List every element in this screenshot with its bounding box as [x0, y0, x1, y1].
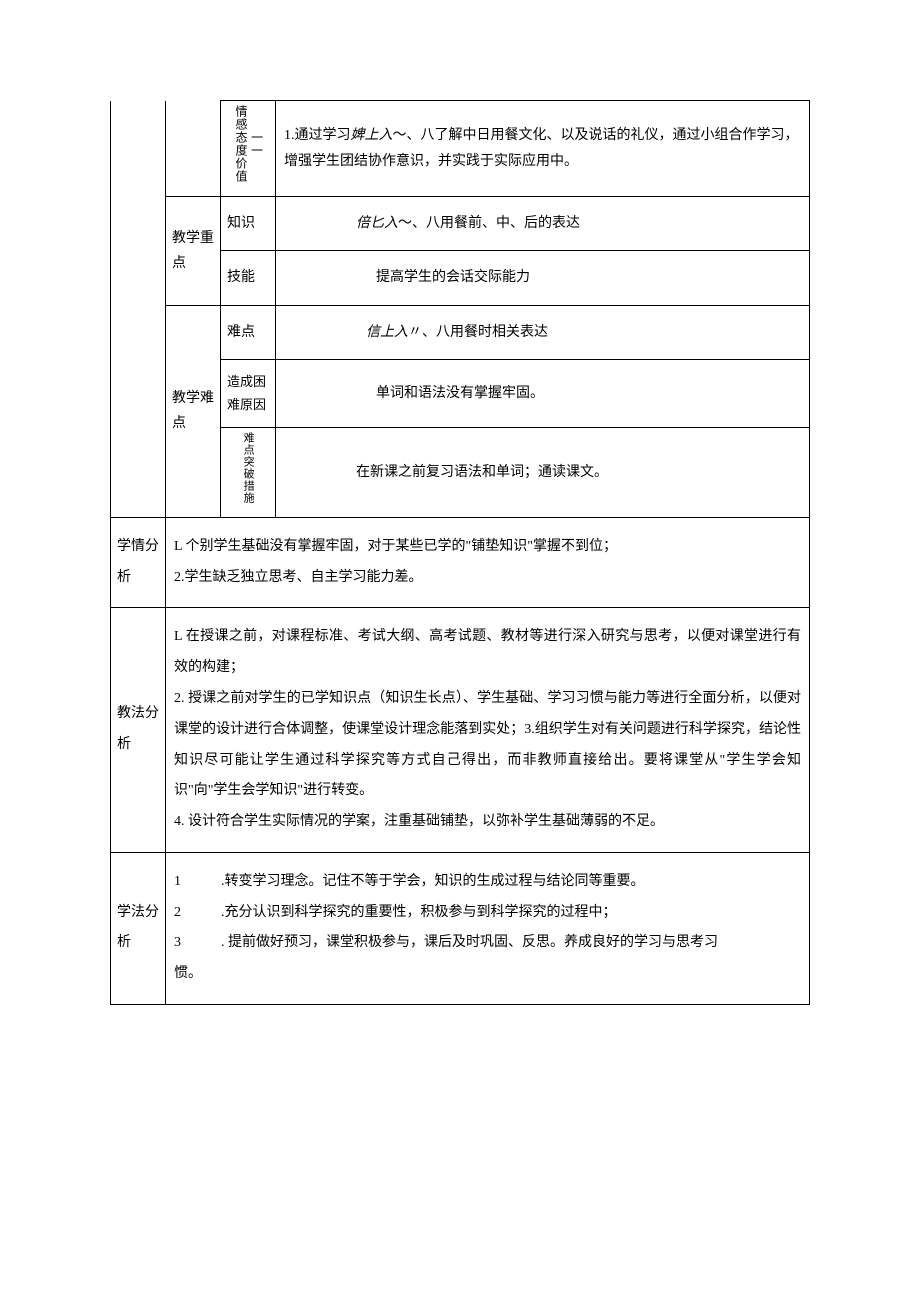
content-cell: 1.转变学习理念。记住不等于学会，知识的生成过程与结论同等重要。 2.充分认识到…: [166, 852, 810, 1004]
content-cell: L 在授课之前，对课程标准、考试大纲、高考试题、教材等进行深入研究与思考，以便对…: [166, 608, 810, 853]
sub-label: 难点: [221, 305, 276, 359]
sub-label: 知识: [221, 197, 276, 251]
content-cell: 信上入〃、八用餐时相关表达: [276, 305, 810, 359]
category-cell: 学法分析: [111, 852, 166, 1004]
sub-label: 造成困难原因: [221, 359, 276, 427]
table-row: 教法分析 L 在授课之前，对课程标准、考试大纲、高考试题、教材等进行深入研究与思…: [111, 608, 810, 853]
content-cell: 在新课之前复习语法和单词；通读课文。: [276, 427, 810, 517]
italic-text: 倍匕入: [356, 216, 398, 231]
italic-text: 信上入: [366, 325, 408, 340]
category-cell: 学情分析: [111, 517, 166, 608]
table-row: 教学难点 难点 信上入〃、八用餐时相关表达: [111, 305, 810, 359]
content-cell: 倍匕入～、八用餐前、中、后的表达: [276, 197, 810, 251]
vertical-label: 难点突破措施: [241, 432, 255, 504]
category-cell: 教法分析: [111, 608, 166, 853]
category-cell: 教学难点: [166, 305, 221, 517]
content-cell: 单词和语法没有掌握牢固。: [276, 359, 810, 427]
sub-label: 技能: [221, 251, 276, 305]
content-cell: L 个别学生基础没有掌握牢固，对于某些已学的"铺垫知识"掌握不到位； 2.学生缺…: [166, 517, 810, 608]
document-table: 一一 情感态度价值 1.通过学习婢上入～、八了解中日用餐文化、以及说话的礼仪，通…: [110, 100, 810, 1005]
table-row: 教学重点 知识 倍匕入～、八用餐前、中、后的表达: [111, 197, 810, 251]
vertical-label: 一一 情感态度价值: [232, 105, 263, 183]
table-row: 学法分析 1.转变学习理念。记住不等于学会，知识的生成过程与结论同等重要。 2.…: [111, 852, 810, 1004]
table-row: 一一 情感态度价值 1.通过学习婢上入～、八了解中日用餐文化、以及说话的礼仪，通…: [111, 101, 810, 197]
table-row: 学情分析 L 个别学生基础没有掌握牢固，对于某些已学的"铺垫知识"掌握不到位； …: [111, 517, 810, 608]
content-cell: 提高学生的会话交际能力: [276, 251, 810, 305]
category-cell: 教学重点: [166, 197, 221, 305]
italic-text: 婢上入: [351, 128, 393, 143]
content-cell: 1.通过学习婢上入～、八了解中日用餐文化、以及说话的礼仪，通过小组合作学习，增强…: [276, 101, 810, 197]
